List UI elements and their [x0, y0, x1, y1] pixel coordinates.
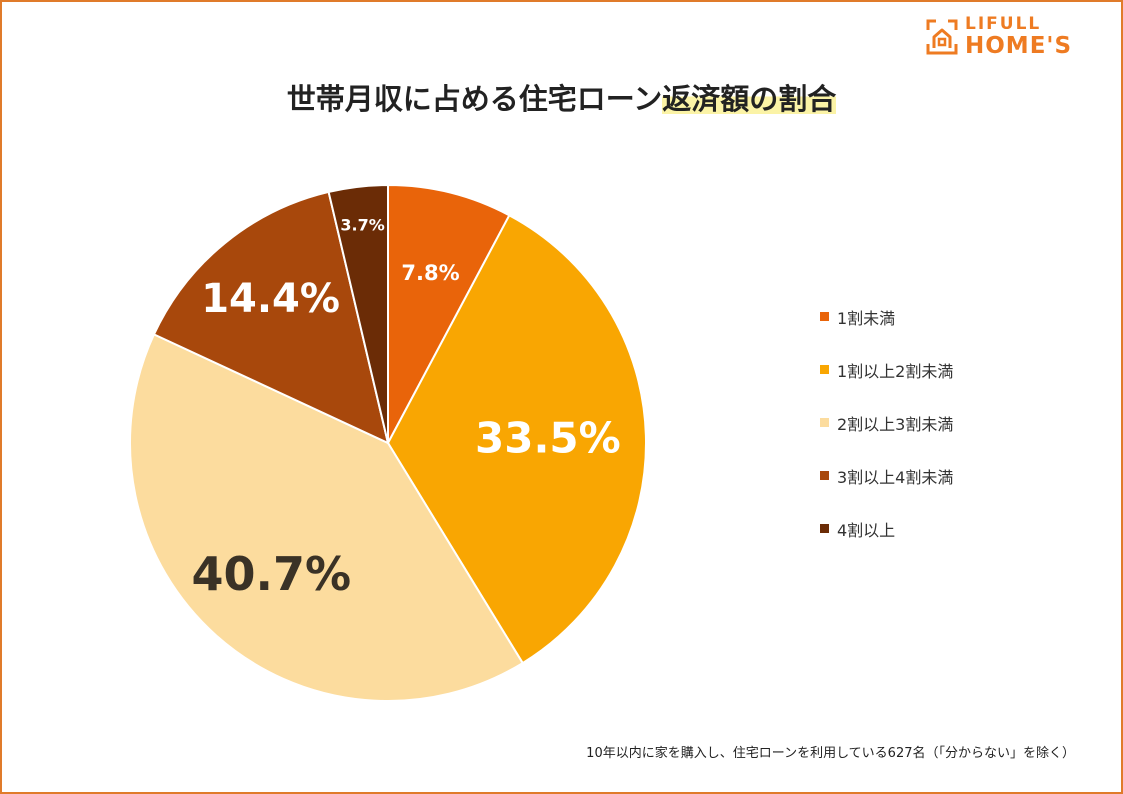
- pie-slice: [152, 190, 389, 444]
- legend-swatch: [820, 312, 829, 321]
- legend-item: 4割以上: [820, 502, 953, 555]
- legend-item: 1割以上2割未満: [820, 343, 953, 396]
- slice-label: 7.8%: [401, 261, 459, 285]
- title-highlight: 返済額の割合: [662, 82, 837, 116]
- legend-swatch: [820, 365, 829, 374]
- pie-slice: [387, 214, 647, 665]
- title-main: 世帯月収に占める住宅ローン: [286, 82, 663, 116]
- legend-label: 1割未満: [837, 308, 896, 328]
- legend-label: 3割以上4割未満: [837, 467, 954, 487]
- legend-swatch: [820, 418, 829, 427]
- logo-line2: HOME'S: [965, 33, 1073, 59]
- slice-label: 14.4%: [201, 276, 340, 322]
- pie-slice: [129, 333, 524, 702]
- pie-slice: [327, 184, 389, 444]
- legend: 1割未満 1割以上2割未満 2割以上3割未満 3割以上4割未満 4割以上: [820, 290, 953, 555]
- legend-label: 2割以上3割未満: [837, 414, 954, 434]
- house-icon: [926, 19, 958, 55]
- legend-item: 3割以上4割未満: [820, 449, 953, 502]
- slice-label: 40.7%: [191, 547, 351, 601]
- legend-item: 1割未満: [820, 290, 953, 343]
- legend-swatch: [820, 471, 829, 480]
- legend-item: 2割以上3割未満: [820, 396, 953, 449]
- brand-logo: LIFULL HOME'S: [925, 16, 1072, 58]
- chart-title: 世帯月収に占める住宅ローン返済額の割合: [0, 76, 1123, 118]
- slice-label: 33.5%: [475, 414, 621, 463]
- slice-label: 3.7%: [340, 216, 384, 235]
- pie-slice: [387, 184, 511, 444]
- legend-swatch: [820, 524, 829, 533]
- legend-label: 1割以上2割未満: [837, 361, 954, 381]
- footnote: 10年以内に家を購入し、住宅ローンを利用している627名（「分からない」を除く）: [586, 746, 1075, 761]
- logo-line1: LIFULL: [965, 14, 1042, 34]
- legend-label: 4割以上: [837, 520, 896, 540]
